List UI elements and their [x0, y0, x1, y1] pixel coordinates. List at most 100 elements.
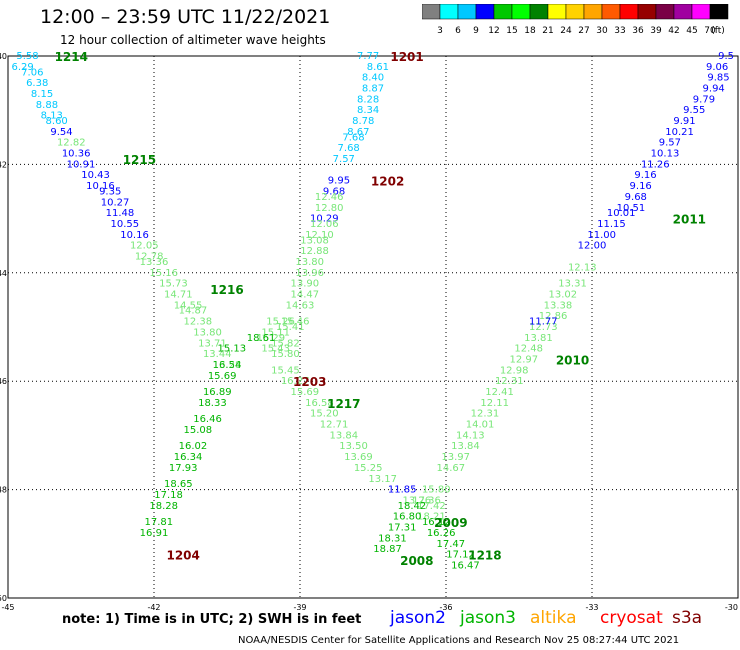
lon-tick-label: -30 [725, 603, 738, 610]
wave-height-point: 11.00 [587, 230, 616, 241]
wave-height-point: 8.61 [367, 62, 389, 73]
legend-jason2: jason2 [390, 608, 446, 628]
wave-height-point: 17.81 [145, 517, 174, 528]
wave-height-map: 404244464850-45-42-39-36-33-305.586.297.… [0, 50, 739, 610]
wave-height-point: 9.68 [323, 187, 345, 198]
wave-height-point: 10.29 [310, 214, 339, 225]
wave-height-point: 5.58 [16, 51, 38, 62]
track-label: 1215 [123, 153, 156, 167]
wave-height-point: 9.79 [693, 94, 715, 105]
wave-height-point: 16.26 [427, 528, 456, 539]
track-label: 1218 [468, 549, 501, 563]
wave-height-point: 18.42 [398, 501, 427, 512]
track-label: 1217 [327, 397, 360, 411]
wave-height-point: 14.47 [291, 289, 320, 300]
lat-tick-label: 46 [0, 377, 7, 386]
wave-height-point: 8.78 [352, 116, 374, 127]
wave-height-point: 9.35 [99, 187, 121, 198]
wave-height-point: 9.5 [718, 51, 734, 62]
wave-height-point: 12.05 [130, 241, 159, 252]
wave-height-point: 13.31 [558, 279, 587, 290]
wave-height-point: 16.47 [451, 560, 480, 571]
wave-height-point: 9.94 [703, 84, 725, 95]
track-label: 1214 [55, 50, 88, 64]
wave-height-point: 15.45 [271, 365, 300, 376]
colorbar-tick-label: 42 [668, 26, 679, 36]
wave-height-point: 10.51 [617, 203, 646, 214]
wave-height-point: 10.21 [665, 127, 694, 138]
wave-height-point: 9.55 [683, 105, 705, 116]
wave-height-point: 9.95 [328, 176, 350, 187]
wave-height-point: 7.06 [21, 67, 43, 78]
wave-height-point: 18.21 [417, 512, 446, 523]
wave-height-point: 12.31 [495, 376, 524, 387]
wave-height-point: 15.46 [281, 317, 310, 328]
legend-altika: altika [530, 608, 577, 628]
wave-height-point: 13.08 [300, 235, 329, 246]
wave-height-point: 12.31 [471, 409, 500, 420]
wave-height-point: 12.78 [135, 252, 164, 263]
wave-height-point: 13.81 [524, 333, 553, 344]
colorbar-tick-label: 21 [542, 26, 553, 36]
wave-height-point: 12.98 [500, 365, 529, 376]
colorbar-swatch [709, 4, 729, 20]
wave-height-point: 15.73 [159, 279, 188, 290]
wave-height-point: 12.80 [315, 203, 344, 214]
wave-height-point: 15.13 [218, 344, 247, 355]
colorbar-tick-label: 33 [614, 26, 625, 36]
lat-tick-label: 42 [0, 160, 7, 169]
wave-height-point: 15.43 [261, 344, 290, 355]
wave-height-point: 10.91 [67, 159, 96, 170]
wave-height-point: 9.85 [707, 73, 729, 84]
wave-height-point: 16.12 [422, 517, 451, 528]
wave-height-point: 13.38 [544, 300, 573, 311]
lon-tick-label: -33 [585, 603, 598, 610]
color-scale-bar: 3 6 9 12 15 18 21 24 27 30 33 36 39 42 45 70(ft) [422, 4, 729, 36]
legend-cryosat: cryosat [600, 608, 663, 628]
wave-height-point: 13.36 [140, 257, 169, 268]
wave-height-point: 18.31 [378, 533, 407, 544]
wave-height-point: 12.10 [305, 230, 334, 241]
wave-height-point: 9.57 [659, 138, 681, 149]
wave-height-point: 13.84 [329, 430, 358, 441]
map-title: 12:00 – 23:59 UTC 11/22/2021 [40, 6, 331, 28]
wave-height-point: 12.00 [578, 241, 607, 252]
wave-height-point: 14.55 [174, 300, 203, 311]
wave-height-point: 12.73 [529, 322, 558, 333]
wave-height-point: 7.77 [357, 51, 379, 62]
wave-height-point: 8.88 [36, 100, 58, 111]
track-label: 1204 [166, 549, 199, 563]
legend-jason3: jason3 [460, 608, 516, 628]
wave-height-point: 9.16 [634, 170, 656, 181]
wave-height-point: 18.33 [198, 398, 227, 409]
wave-height-point: 8.67 [347, 127, 369, 138]
track-label: 2011 [673, 213, 706, 227]
lat-tick-label: 48 [0, 486, 7, 495]
wave-height-point: 12.88 [300, 246, 329, 257]
wave-height-point: 16.54 [213, 360, 242, 371]
colorbar-tick-label: 15 [506, 26, 517, 36]
colorbar-tick-label: 27 [578, 26, 589, 36]
track-label: 1201 [390, 50, 423, 64]
wave-height-point: 13.80 [193, 327, 222, 338]
wave-height-point: 15.11 [261, 327, 290, 338]
wave-height-point: 12.13 [568, 262, 597, 273]
wave-height-point: 15.80 [271, 349, 300, 360]
wave-height-point: 13.80 [295, 257, 324, 268]
wave-height-point: 17.12 [446, 550, 475, 561]
lon-tick-label: -39 [293, 603, 306, 610]
wave-height-point: 13.84 [451, 441, 480, 452]
wave-height-point: 12.11 [480, 398, 509, 409]
wave-height-point: 14.87 [179, 306, 208, 317]
wave-height-point: 8.40 [362, 73, 384, 84]
credit-line: NOAA/NESDIS Center for Satellite Applica… [238, 635, 680, 646]
wave-height-point: 11.26 [641, 159, 670, 170]
wave-height-point: 18.87 [373, 544, 402, 555]
colorbar-tick-label: 39 [650, 26, 662, 36]
wave-height-point: 12.86 [539, 311, 568, 322]
track-label: 2010 [556, 354, 589, 368]
wave-height-point: 14.63 [286, 300, 315, 311]
wave-height-point: 17.93 [169, 463, 198, 474]
track-label: 1203 [293, 375, 326, 389]
legend-s3a: s3a [672, 608, 703, 628]
